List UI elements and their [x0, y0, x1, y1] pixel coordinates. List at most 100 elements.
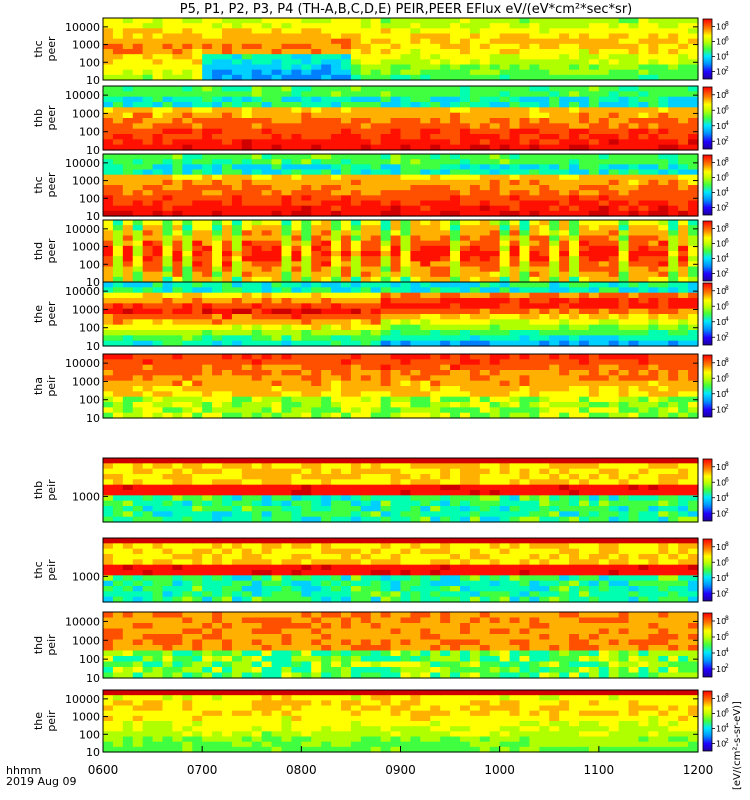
heatmap-cell [350, 38, 362, 45]
heatmap-cell [460, 144, 471, 151]
heatmap-cell [291, 303, 302, 310]
heatmap-cell [688, 28, 699, 35]
heatmap-cell [420, 314, 431, 320]
heatmap-cell [608, 359, 620, 366]
heatmap-cell [628, 245, 640, 252]
heatmap-cell [202, 112, 213, 119]
heatmap-cell [400, 271, 412, 278]
heatmap-cell [390, 490, 402, 496]
heatmap-cell [499, 200, 511, 207]
heatmap-cell [222, 59, 233, 66]
heatmap-cell [321, 112, 332, 119]
heatmap-cell [499, 292, 511, 299]
heatmap-cell [569, 235, 580, 242]
heatmap-cell [202, 169, 213, 176]
heatmap-cell [222, 154, 233, 160]
heatmap-cell [271, 261, 283, 268]
heatmap-cell [271, 324, 283, 331]
heatmap-cell [380, 396, 392, 403]
heatmap-cell [331, 340, 342, 347]
heatmap-cell [202, 266, 213, 273]
heatmap-cell [311, 205, 322, 212]
heatmap-cell [420, 292, 431, 299]
heatmap-cell [648, 298, 659, 304]
heatmap-cell [350, 174, 362, 181]
heatmap-cell [271, 412, 283, 419]
heatmap-cell [231, 91, 243, 98]
heatmap-cell [360, 261, 372, 268]
heatmap-cell [539, 412, 550, 419]
y-tick-label: 100 [79, 56, 100, 69]
heatmap-cell [688, 154, 699, 160]
heatmap-cell [658, 54, 669, 60]
heatmap-cell [479, 96, 491, 103]
heatmap-cell [678, 391, 689, 398]
heatmap-cell [608, 354, 620, 360]
heatmap-cell [370, 200, 382, 207]
heatmap-cell [450, 479, 461, 486]
heatmap-cell [311, 375, 322, 382]
heatmap-cell [549, 308, 560, 315]
heatmap-cell [628, 134, 640, 140]
heatmap-cell [142, 107, 154, 114]
heatmap-cell [162, 86, 174, 92]
heatmap-cell [142, 230, 154, 237]
heatmap-cell [519, 38, 531, 45]
heatmap-cell [321, 330, 332, 336]
heatmap-cell [301, 102, 312, 108]
heatmap-cell [410, 303, 421, 310]
heatmap-cell [103, 287, 114, 294]
heatmap-cell [291, 174, 302, 181]
heatmap-cell [450, 500, 461, 507]
heatmap-cell [460, 500, 471, 507]
heatmap-cell [469, 516, 481, 523]
heatmap-cell [598, 370, 610, 376]
heatmap-cell [420, 200, 431, 207]
heatmap-cell [251, 112, 263, 119]
heatmap-cell [450, 102, 461, 108]
panel-label-probe: thb [32, 109, 45, 127]
heatmap-cell [271, 463, 283, 470]
heatmap-cell [638, 314, 650, 320]
heatmap-cell [648, 154, 659, 160]
heatmap-cell [588, 91, 600, 98]
heatmap-cell [579, 174, 590, 181]
heatmap-cell [103, 468, 114, 475]
heatmap-cell [608, 91, 620, 98]
heatmap-cell [331, 18, 342, 24]
heatmap-cell [608, 251, 620, 257]
heatmap-cell [142, 314, 154, 320]
heatmap-cell [460, 28, 471, 35]
heatmap-cell [499, 364, 511, 371]
heatmap-cell [549, 330, 560, 336]
heatmap-cell [212, 500, 223, 507]
heatmap-cell [569, 107, 580, 114]
heatmap-cell [321, 364, 332, 371]
heatmap-cell [162, 370, 174, 376]
heatmap-cell [291, 240, 302, 247]
heatmap-cell [608, 179, 620, 186]
heatmap-cell [549, 139, 560, 146]
heatmap-cell [182, 375, 193, 382]
colorbar-tick-label: 10 [716, 405, 726, 414]
heatmap-cell [202, 271, 213, 278]
heatmap-cell [281, 386, 293, 392]
heatmap-cell [400, 516, 412, 523]
heatmap-cell [162, 220, 174, 226]
heatmap-cell [549, 179, 560, 186]
heatmap-cell [579, 303, 590, 310]
heatmap-cell [152, 169, 164, 176]
heatmap-cell [608, 59, 620, 66]
heatmap-cell [588, 225, 600, 231]
heatmap-cell [202, 96, 213, 103]
heatmap-cell [261, 396, 273, 403]
heatmap-cell [420, 380, 431, 387]
heatmap-cell [608, 303, 620, 310]
heatmap-cell [291, 298, 302, 304]
heatmap-cell [212, 174, 223, 181]
heatmap-cell [261, 490, 273, 496]
heatmap-cell [231, 74, 243, 81]
heatmap-cell [281, 364, 293, 371]
heatmap-cell [608, 319, 620, 326]
heatmap-cell [648, 102, 659, 108]
